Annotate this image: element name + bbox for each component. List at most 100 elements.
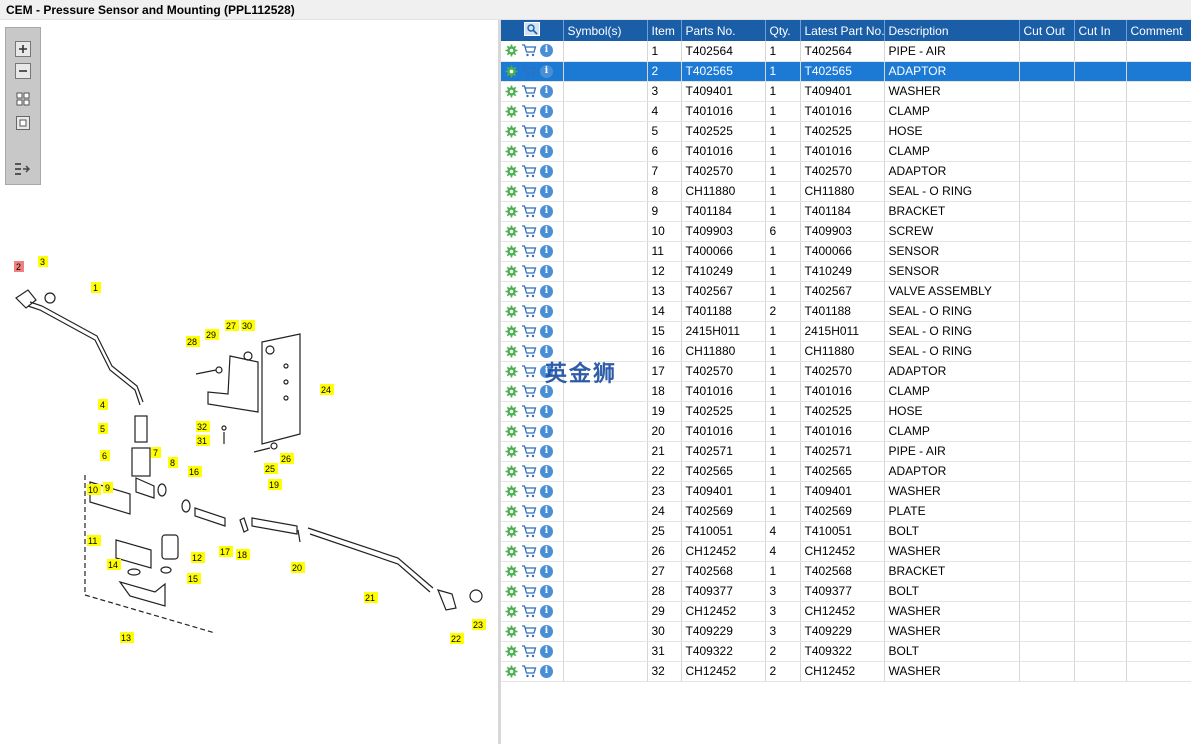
info-icon[interactable]: i bbox=[540, 164, 553, 178]
table-row[interactable]: i 24 T402569 1 T402569 PLATE bbox=[501, 501, 1191, 522]
gear-icon[interactable] bbox=[505, 465, 518, 478]
callout-14[interactable]: 14 bbox=[107, 559, 121, 570]
gear-icon[interactable] bbox=[505, 665, 518, 678]
callout-26[interactable]: 26 bbox=[280, 453, 294, 464]
column-header-symbols[interactable]: Symbol(s) bbox=[563, 20, 648, 41]
table-row[interactable]: i 31 T409322 2 T409322 BOLT bbox=[501, 641, 1191, 662]
zoom-in-button[interactable] bbox=[13, 40, 33, 58]
table-row[interactable]: i 28 T409377 3 T409377 BOLT bbox=[501, 581, 1191, 602]
toggle-list-button[interactable] bbox=[13, 160, 33, 178]
info-icon[interactable]: i bbox=[540, 484, 553, 498]
table-row[interactable]: i 5 T402525 1 T402525 HOSE bbox=[501, 121, 1191, 142]
table-row[interactable]: i 9 T401184 1 T401184 BRACKET bbox=[501, 201, 1191, 222]
cart-icon[interactable] bbox=[521, 604, 537, 618]
cart-icon[interactable] bbox=[521, 464, 537, 478]
info-icon[interactable]: i bbox=[540, 284, 553, 298]
cart-icon[interactable] bbox=[521, 644, 537, 658]
table-row[interactable]: i 23 T409401 1 T409401 WASHER bbox=[501, 481, 1191, 502]
callout-29[interactable]: 29 bbox=[205, 329, 219, 340]
callout-25[interactable]: 25 bbox=[264, 463, 278, 474]
info-icon[interactable]: i bbox=[540, 364, 553, 378]
callout-12[interactable]: 12 bbox=[191, 552, 205, 563]
table-row[interactable]: i 15 2415H011 1 2415H011 SEAL - O RING bbox=[501, 321, 1191, 342]
table-row[interactable]: i 30 T409229 3 T409229 WASHER bbox=[501, 621, 1191, 642]
table-row[interactable]: i 27 T402568 1 T402568 BRACKET bbox=[501, 561, 1191, 582]
info-icon[interactable]: i bbox=[540, 264, 553, 278]
table-row[interactable]: i 18 T401016 1 T401016 CLAMP bbox=[501, 381, 1191, 402]
info-icon[interactable]: i bbox=[540, 404, 553, 418]
info-icon[interactable]: i bbox=[540, 644, 553, 658]
info-icon[interactable]: i bbox=[540, 544, 553, 558]
gear-icon[interactable] bbox=[505, 525, 518, 538]
callout-6[interactable]: 6 bbox=[100, 450, 110, 461]
gear-icon[interactable] bbox=[505, 625, 518, 638]
cart-icon[interactable] bbox=[521, 104, 537, 118]
exploded-parts-diagram[interactable]: 2 3 1 4 5 6 7 8 10 9 16 11 12 14 15 13 1… bbox=[0, 220, 498, 650]
cart-icon[interactable] bbox=[521, 204, 537, 218]
table-row[interactable]: i 6 T401016 1 T401016 CLAMP bbox=[501, 141, 1191, 162]
callout-22[interactable]: 22 bbox=[450, 633, 464, 644]
table-row[interactable]: i 17 T402570 1 T402570 ADAPTOR bbox=[501, 361, 1191, 382]
info-icon[interactable]: i bbox=[540, 244, 553, 258]
table-row[interactable]: i 1 T402564 1 T402564 PIPE - AIR bbox=[501, 41, 1191, 62]
info-icon[interactable]: i bbox=[540, 664, 553, 678]
callout-4[interactable]: 4 bbox=[98, 399, 108, 410]
gear-icon[interactable] bbox=[505, 305, 518, 318]
info-icon[interactable]: i bbox=[540, 44, 553, 58]
table-row[interactable]: i 11 T400066 1 T400066 SENSOR bbox=[501, 241, 1191, 262]
cart-icon[interactable] bbox=[521, 424, 537, 438]
cart-icon[interactable] bbox=[521, 144, 537, 158]
cart-icon[interactable] bbox=[521, 284, 537, 298]
gear-icon[interactable] bbox=[505, 505, 518, 518]
table-row[interactable]: i 10 T409903 6 T409903 SCREW bbox=[501, 221, 1191, 242]
info-icon[interactable]: i bbox=[540, 584, 553, 598]
cart-icon[interactable] bbox=[521, 504, 537, 518]
column-header-cut-in[interactable]: Cut In bbox=[1074, 20, 1127, 41]
cart-icon[interactable] bbox=[521, 484, 537, 498]
cart-icon[interactable] bbox=[521, 84, 537, 98]
gear-icon[interactable] bbox=[505, 485, 518, 498]
callout-30[interactable]: 30 bbox=[241, 320, 255, 331]
callout-17[interactable]: 17 bbox=[219, 546, 233, 557]
info-icon[interactable]: i bbox=[540, 304, 553, 318]
column-header-latest-part-no[interactable]: Latest Part No. bbox=[800, 20, 885, 41]
gear-icon[interactable] bbox=[505, 225, 518, 238]
info-icon[interactable]: i bbox=[540, 624, 553, 638]
gear-icon[interactable] bbox=[505, 385, 518, 398]
callout-10[interactable]: 10 bbox=[87, 484, 101, 495]
callout-1[interactable]: 1 bbox=[91, 282, 101, 293]
callout-8[interactable]: 8 bbox=[168, 457, 178, 468]
column-header-parts-no[interactable]: Parts No. bbox=[681, 20, 766, 41]
table-row[interactable]: i 2 T402565 1 T402565 ADAPTOR bbox=[501, 61, 1191, 82]
info-icon[interactable]: i bbox=[540, 444, 553, 458]
cart-icon[interactable] bbox=[521, 164, 537, 178]
cart-icon[interactable] bbox=[521, 264, 537, 278]
callout-21[interactable]: 21 bbox=[364, 592, 378, 603]
cart-icon[interactable] bbox=[521, 184, 537, 198]
table-row[interactable]: i 7 T402570 1 T402570 ADAPTOR bbox=[501, 161, 1191, 182]
gear-icon[interactable] bbox=[505, 585, 518, 598]
cart-icon[interactable] bbox=[521, 324, 537, 338]
info-icon[interactable]: i bbox=[540, 104, 553, 118]
callout-11[interactable]: 11 bbox=[87, 535, 101, 546]
info-icon[interactable]: i bbox=[540, 604, 553, 618]
table-row[interactable]: i 25 T410051 4 T410051 BOLT bbox=[501, 521, 1191, 542]
cart-icon[interactable] bbox=[521, 444, 537, 458]
gear-icon[interactable] bbox=[505, 605, 518, 618]
cart-icon[interactable] bbox=[521, 364, 537, 378]
callout-23[interactable]: 23 bbox=[472, 619, 486, 630]
gear-icon[interactable] bbox=[505, 345, 518, 358]
gear-icon[interactable] bbox=[505, 165, 518, 178]
column-header-qty[interactable]: Qty. bbox=[765, 20, 801, 41]
callout-13[interactable]: 13 bbox=[120, 632, 134, 643]
fit-window-button[interactable] bbox=[13, 114, 33, 132]
callout-31[interactable]: 31 bbox=[196, 435, 210, 446]
callout-15[interactable]: 15 bbox=[187, 573, 201, 584]
info-icon[interactable]: i bbox=[540, 204, 553, 218]
gear-icon[interactable] bbox=[505, 545, 518, 558]
gear-icon[interactable] bbox=[505, 65, 518, 78]
gear-icon[interactable] bbox=[505, 425, 518, 438]
callout-24[interactable]: 24 bbox=[320, 384, 334, 395]
info-icon[interactable]: i bbox=[540, 384, 553, 398]
callout-16[interactable]: 16 bbox=[188, 466, 202, 477]
